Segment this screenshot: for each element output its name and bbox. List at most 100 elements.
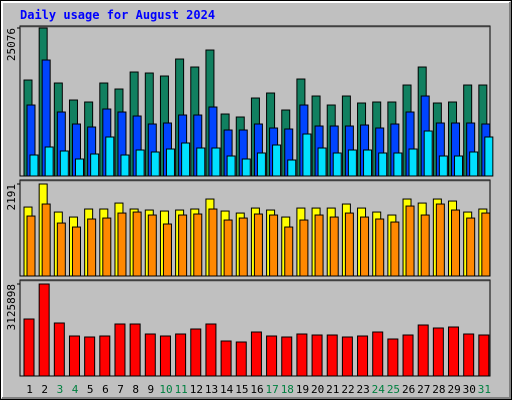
x-tick-label: 6 xyxy=(102,383,109,396)
x-tick-label: 4 xyxy=(72,383,79,396)
bar xyxy=(378,152,388,177)
x-tick-label: 5 xyxy=(87,383,94,396)
x-tick-label: 15 xyxy=(235,383,248,396)
bar xyxy=(147,214,157,277)
x-tick-label: 29 xyxy=(447,383,460,396)
bar xyxy=(44,146,54,177)
bar xyxy=(463,333,475,377)
bar xyxy=(269,214,279,277)
chart-title: Daily usage for August 2024 xyxy=(20,8,215,22)
bar xyxy=(90,153,100,177)
y-tick-label: 3125898 xyxy=(5,284,18,330)
bar xyxy=(266,335,278,377)
bar xyxy=(53,322,65,377)
bar xyxy=(159,335,171,377)
bar xyxy=(435,203,445,277)
bar xyxy=(132,211,142,277)
bar xyxy=(478,334,490,377)
bar xyxy=(220,340,232,377)
bar xyxy=(329,216,339,277)
bar xyxy=(190,328,202,377)
x-tick-label: 2 xyxy=(41,383,48,396)
x-tick-label: 26 xyxy=(402,383,415,396)
bar xyxy=(357,335,369,377)
bar xyxy=(56,222,66,277)
bar xyxy=(448,326,460,377)
bar xyxy=(144,333,156,377)
bar xyxy=(408,148,418,177)
bar xyxy=(135,149,145,177)
bar xyxy=(235,341,247,377)
bar xyxy=(311,334,323,377)
bar xyxy=(481,212,491,277)
x-tick-label: 24 xyxy=(372,383,386,396)
bar xyxy=(360,216,370,277)
x-tick-label: 27 xyxy=(417,383,430,396)
bar xyxy=(241,158,251,177)
bar xyxy=(417,324,429,377)
bar xyxy=(347,149,357,177)
bar xyxy=(253,213,263,277)
bar xyxy=(469,151,479,177)
x-tick-label: 20 xyxy=(311,383,324,396)
bar xyxy=(393,152,403,177)
bar xyxy=(175,333,187,377)
x-tick-label: 28 xyxy=(432,383,445,396)
bar xyxy=(423,130,433,177)
bar xyxy=(193,213,203,277)
x-tick-label: 17 xyxy=(266,383,279,396)
bar xyxy=(402,334,414,377)
bar xyxy=(375,218,385,277)
bar xyxy=(287,159,297,177)
x-tick-label: 23 xyxy=(357,383,370,396)
x-tick-label: 1 xyxy=(26,383,33,396)
bar xyxy=(341,336,353,377)
bar xyxy=(87,218,97,277)
bar xyxy=(105,136,115,177)
bar xyxy=(181,142,191,177)
bar xyxy=(223,219,233,277)
bar xyxy=(41,203,51,277)
bar xyxy=(454,155,464,177)
x-tick-label: 31 xyxy=(478,383,491,396)
bar xyxy=(484,136,494,177)
bar xyxy=(387,338,399,377)
x-tick-label: 22 xyxy=(341,383,354,396)
bar xyxy=(165,148,175,177)
bar xyxy=(205,323,217,377)
bar xyxy=(84,336,96,377)
bar xyxy=(317,147,327,177)
bar xyxy=(23,318,35,377)
bar xyxy=(102,217,112,277)
bar xyxy=(332,152,342,177)
bar xyxy=(296,333,308,377)
bar xyxy=(59,150,69,177)
bar xyxy=(71,226,81,277)
bar xyxy=(238,217,248,277)
bar xyxy=(38,283,50,377)
bar xyxy=(74,158,84,177)
x-tick-label: 9 xyxy=(148,383,155,396)
bar xyxy=(326,334,338,377)
bar xyxy=(117,212,127,277)
bar xyxy=(363,149,373,177)
bar xyxy=(284,226,294,277)
x-tick-label: 25 xyxy=(387,383,400,396)
bar xyxy=(272,144,282,177)
bar xyxy=(208,208,218,277)
bar xyxy=(302,133,312,177)
bar xyxy=(299,219,309,277)
bar xyxy=(451,209,461,277)
x-tick-label: 14 xyxy=(220,383,234,396)
bar xyxy=(150,151,160,177)
bar xyxy=(226,155,236,177)
bar xyxy=(250,331,262,377)
x-tick-label: 30 xyxy=(463,383,476,396)
bar xyxy=(390,221,400,277)
bar xyxy=(405,205,415,277)
x-tick-label: 21 xyxy=(326,383,339,396)
bar xyxy=(256,152,266,177)
bar xyxy=(438,155,448,177)
